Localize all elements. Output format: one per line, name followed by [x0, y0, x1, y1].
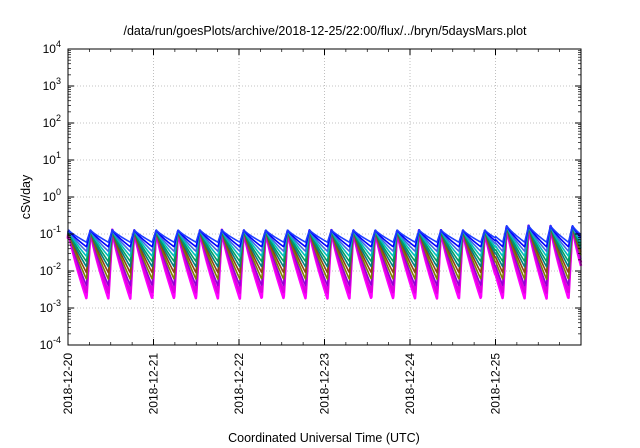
y-tick-label: 104 [43, 39, 61, 56]
y-tick-label: 102 [43, 113, 61, 130]
y-tick-label: 100 [43, 187, 61, 204]
grid [68, 49, 581, 345]
x-axis-label: Coordinated Universal Time (UTC) [228, 431, 420, 445]
y-axis-label: cSv/day [19, 174, 33, 219]
x-tick-label: 2018-12-24 [403, 353, 417, 415]
x-tick-label: 2018-12-20 [61, 353, 75, 415]
y-tick-label: 10-2 [40, 261, 61, 278]
y-tick-label: 101 [43, 150, 61, 167]
series-group [66, 224, 583, 300]
chart-title: /data/run/goesPlots/archive/2018-12-25/2… [123, 24, 527, 38]
x-axis: 2018-12-20 2018-12-21 2018-12-22 2018-12-23… [61, 49, 560, 414]
series-line [67, 224, 582, 248]
x-tick-label: 2018-12-22 [232, 353, 246, 415]
y-tick-label: 103 [43, 76, 61, 93]
x-tick-label: 2018-12-23 [318, 353, 332, 415]
y-tick-label: 10-1 [40, 224, 61, 241]
x-tick-label: 2018-12-25 [489, 353, 503, 415]
x-tick-label: 2018-12-21 [147, 353, 161, 415]
y-tick-label: 10-4 [40, 335, 61, 352]
y-axis: 104 103 102 101 100 10-1 10-2 10-3 10-4 [40, 39, 581, 352]
series-line [67, 224, 582, 244]
y-tick-label: 10-3 [40, 298, 61, 315]
